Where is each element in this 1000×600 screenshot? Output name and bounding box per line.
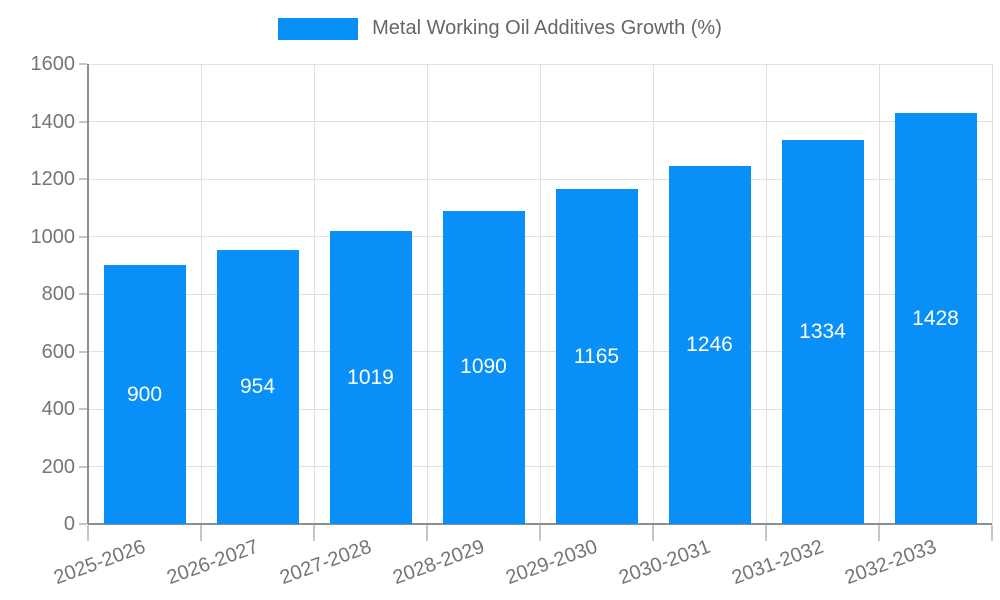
gridline-v — [878, 64, 880, 524]
y-axis-tick — [79, 350, 87, 353]
bar: 1165 — [555, 189, 638, 524]
y-axis-tick-label: 0 — [63, 513, 75, 535]
y-axis-tick-label: 1200 — [30, 168, 76, 190]
y-axis-line — [87, 64, 89, 524]
y-axis-tick — [79, 408, 87, 410]
x-axis-tick — [313, 525, 315, 541]
gridline-v — [200, 64, 202, 524]
chart-legend[interactable]: Metal Working Oil Additives Growth (%) — [0, 17, 1000, 40]
y-axis-tick — [79, 178, 87, 180]
x-axis-line — [88, 523, 992, 525]
x-axis-category-label: 2031-2032 — [728, 535, 827, 590]
x-axis-category-label: 2025-2026 — [50, 535, 149, 590]
gridline-v — [765, 64, 767, 524]
y-axis-tick — [79, 523, 87, 525]
y-axis-tick — [79, 235, 87, 238]
y-axis-tick — [79, 293, 87, 295]
x-axis-tick — [87, 525, 89, 541]
bar-value-label: 954 — [239, 374, 276, 398]
bar: 954 — [216, 249, 299, 524]
x-axis-tick — [878, 525, 880, 541]
x-axis-category-label: 2029-2030 — [502, 535, 601, 590]
x-axis-tick — [426, 525, 428, 541]
bar-value-label: 1246 — [686, 332, 733, 356]
y-axis-tick-label: 1000 — [30, 225, 76, 248]
x-axis-tick — [765, 525, 767, 541]
x-axis-tick — [200, 525, 202, 541]
x-axis-category-label: 2026-2027 — [163, 535, 262, 590]
x-axis-category-label: 2030-2031 — [615, 535, 714, 590]
bar: 1428 — [894, 113, 977, 524]
bar: 1246 — [668, 165, 751, 524]
bar-value-label: 1165 — [573, 344, 620, 368]
y-axis-tick — [79, 63, 87, 65]
y-axis-tick-label: 1600 — [30, 53, 76, 75]
gridline-v — [991, 64, 993, 524]
bar-value-label: 1334 — [799, 320, 846, 344]
gridline-v — [313, 64, 315, 524]
bar-value-label: 1428 — [912, 306, 959, 330]
gridline-v — [652, 64, 654, 524]
y-axis-tick-label: 200 — [41, 455, 75, 478]
legend-swatch — [278, 17, 359, 40]
y-axis-tick — [79, 465, 87, 468]
x-axis-category-label: 2027-2028 — [276, 535, 375, 590]
x-axis-category-label: 2032-2033 — [841, 535, 940, 590]
gridline-v — [539, 64, 541, 524]
bar: 1090 — [442, 210, 525, 524]
gridline-v — [426, 64, 428, 524]
bar-value-label: 900 — [126, 382, 163, 406]
y-axis-tick-label: 1400 — [30, 110, 76, 133]
y-axis-tick-label: 400 — [41, 398, 75, 420]
bar: 1019 — [329, 231, 412, 524]
bar-value-label: 1019 — [347, 365, 394, 389]
bar: 1334 — [781, 140, 864, 524]
y-axis-tick-label: 600 — [41, 340, 75, 363]
x-axis-tick — [539, 525, 541, 541]
x-axis-category-label: 2028-2029 — [389, 535, 488, 590]
bar: 900 — [103, 265, 186, 524]
bar-value-label: 1090 — [460, 355, 507, 379]
y-axis-tick-label: 800 — [41, 283, 75, 305]
y-axis-tick — [79, 120, 87, 123]
x-axis-tick — [652, 525, 654, 541]
x-axis-tick — [991, 525, 993, 541]
legend-label: Metal Working Oil Additives Growth (%) — [372, 17, 722, 39]
